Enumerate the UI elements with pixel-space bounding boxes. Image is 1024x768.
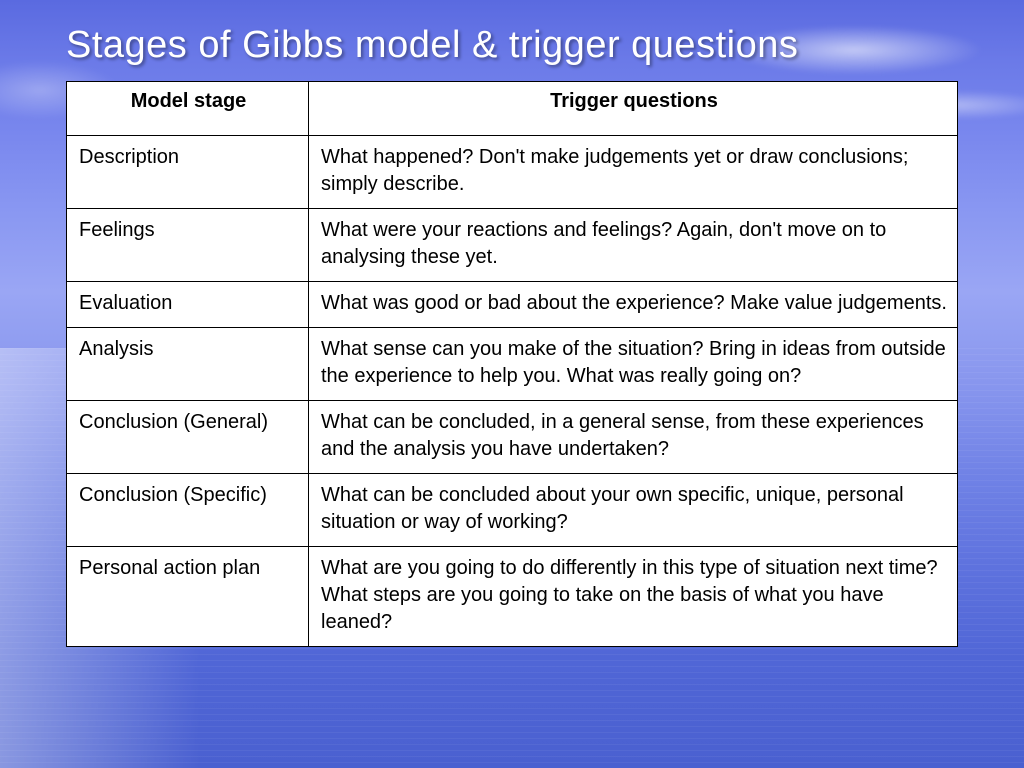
table-row: Conclusion (Specific) What can be conclu… — [67, 474, 958, 547]
table-row: Personal action plan What are you going … — [67, 547, 958, 647]
cell-questions: What were your reactions and feelings? A… — [309, 209, 958, 282]
gibbs-table-container: Model stage Trigger questions Descriptio… — [66, 81, 958, 647]
table-row: Description What happened? Don't make ju… — [67, 136, 958, 209]
cell-stage: Analysis — [67, 328, 309, 401]
cell-questions: What can be concluded about your own spe… — [309, 474, 958, 547]
cell-stage: Evaluation — [67, 282, 309, 328]
cell-stage: Conclusion (Specific) — [67, 474, 309, 547]
cell-questions: What happened? Don't make judgements yet… — [309, 136, 958, 209]
table-header-row: Model stage Trigger questions — [67, 82, 958, 136]
cell-stage: Feelings — [67, 209, 309, 282]
cell-questions: What was good or bad about the experienc… — [309, 282, 958, 328]
table-row: Feelings What were your reactions and fe… — [67, 209, 958, 282]
col-header-questions: Trigger questions — [309, 82, 958, 136]
gibbs-table: Model stage Trigger questions Descriptio… — [66, 81, 958, 647]
cell-stage: Description — [67, 136, 309, 209]
cell-questions: What sense can you make of the situation… — [309, 328, 958, 401]
cell-questions: What are you going to do differently in … — [309, 547, 958, 647]
col-header-stage: Model stage — [67, 82, 309, 136]
table-row: Analysis What sense can you make of the … — [67, 328, 958, 401]
table-row: Evaluation What was good or bad about th… — [67, 282, 958, 328]
table-row: Conclusion (General) What can be conclud… — [67, 401, 958, 474]
cell-stage: Personal action plan — [67, 547, 309, 647]
cell-stage: Conclusion (General) — [67, 401, 309, 474]
slide-title: Stages of Gibbs model & trigger question… — [0, 0, 1024, 81]
cell-questions: What can be concluded, in a general sens… — [309, 401, 958, 474]
slide: Stages of Gibbs model & trigger question… — [0, 0, 1024, 768]
